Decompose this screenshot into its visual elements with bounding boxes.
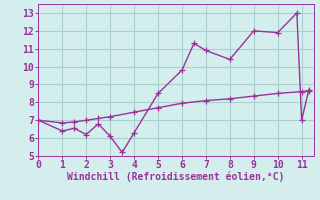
X-axis label: Windchill (Refroidissement éolien,°C): Windchill (Refroidissement éolien,°C) xyxy=(67,172,285,182)
